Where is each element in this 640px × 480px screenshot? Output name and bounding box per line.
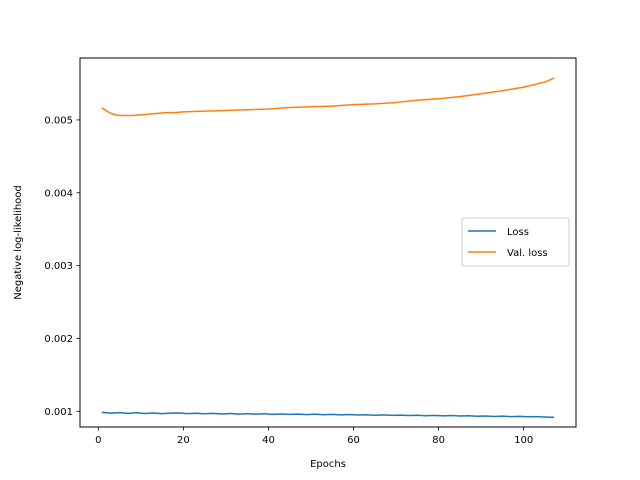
legend-label-val-loss: Val. loss — [507, 248, 548, 259]
x-tick-label: 60 — [347, 435, 360, 446]
legend-frame — [461, 217, 570, 267]
x-tick-label: 100 — [514, 435, 533, 446]
y-tick-label: 0.001 — [44, 407, 73, 418]
x-tick-label: 0 — [95, 435, 101, 446]
y-axis-ticks: 0.001 0.002 0.003 0.004 0.005 — [44, 115, 80, 418]
x-tick-label: 20 — [177, 435, 190, 446]
y-tick-label: 0.004 — [44, 188, 73, 199]
y-tick-label: 0.003 — [44, 261, 73, 272]
legend: Loss Val. loss — [461, 217, 570, 267]
x-axis-ticks: 0 20 40 60 80 100 — [95, 427, 533, 446]
y-axis-label: Negative log-likelihood — [13, 185, 24, 300]
legend-label-loss: Loss — [507, 227, 529, 238]
plot-area — [101, 77, 555, 419]
x-tick-label: 40 — [262, 435, 275, 446]
series-line-val-loss — [101, 77, 555, 117]
y-tick-label: 0.005 — [44, 115, 73, 126]
series-line-loss — [101, 411, 555, 419]
y-tick-label: 0.002 — [44, 334, 73, 345]
axes-frame — [79, 57, 577, 428]
x-tick-label: 80 — [432, 435, 445, 446]
x-axis-label: Epochs — [310, 459, 346, 470]
